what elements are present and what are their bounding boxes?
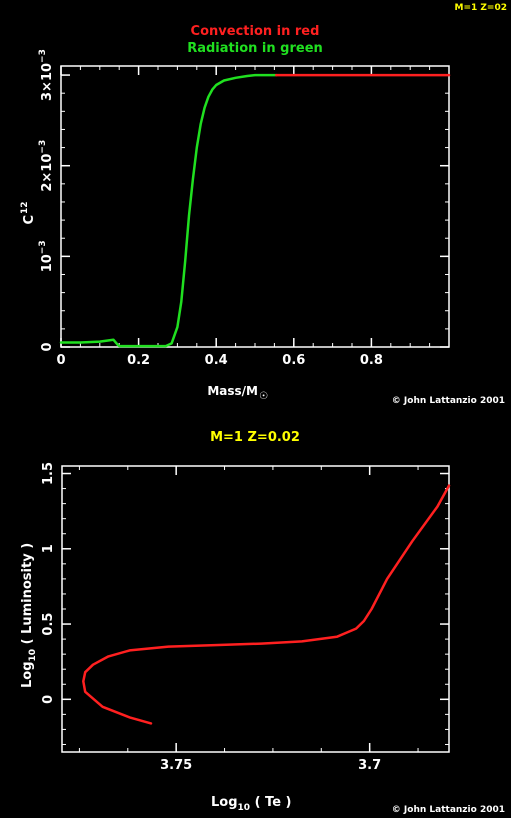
x-tick-label: 3.75 — [160, 758, 192, 773]
y-tick-label: 10−3 — [38, 240, 55, 272]
x-tick-label: 3.7 — [358, 758, 381, 773]
y-tick-label: 1.5 — [41, 462, 56, 485]
y-tick-label: 3×10−3 — [38, 49, 55, 101]
x-axis-label-mass: Mass/M — [207, 384, 258, 398]
credit-bottom: © John Lattanzio 2001 — [392, 805, 505, 815]
corner-tag: M=1 Z=02 — [455, 3, 507, 13]
plot-frame — [60, 65, 450, 348]
plot-hr-diagram: 3.75 3.7 0 0.5 1 1.5 — [41, 462, 451, 773]
x-axis-label-log-te: Log10 ( Te ) — [211, 795, 291, 813]
x-tick-label: 0.8 — [360, 353, 383, 368]
plot-frame — [61, 465, 450, 753]
x-tick-label: 0.4 — [205, 353, 228, 368]
y-tick-label: 2×10−3 — [38, 140, 55, 192]
y-tick-label: 0.5 — [41, 613, 56, 636]
credit-top: © John Lattanzio 2001 — [392, 396, 505, 406]
x-tick-label: 0.2 — [127, 353, 150, 368]
y-tick-label: 1 — [41, 544, 56, 553]
hr-chart-title: M=1 Z=0.02 — [210, 430, 300, 445]
x-tick-label: 0 — [56, 353, 65, 368]
plot-c12-vs-mass: 0 0.2 0.4 0.6 0.8 0 10−3 2×10−3 3×10−3 — [38, 49, 451, 368]
series-line-track — [82, 484, 451, 725]
legend-convection: Convection in red — [191, 24, 320, 39]
legend-radiation: Radiation in green — [187, 41, 323, 56]
y-tick-label: 0 — [40, 342, 55, 351]
y-axis-label-c12-superscript: 12 — [20, 201, 30, 214]
y-axis-label-log-luminosity: Log10 ( Luminosity ) — [20, 543, 38, 688]
x-axis-label-sun-symbol: ☉ — [259, 391, 268, 402]
x-tick-label: 0.6 — [282, 353, 305, 368]
y-axis-label-c: C — [22, 215, 37, 225]
series-line-radiation — [59, 73, 278, 348]
y-tick-label: 0 — [41, 695, 56, 704]
